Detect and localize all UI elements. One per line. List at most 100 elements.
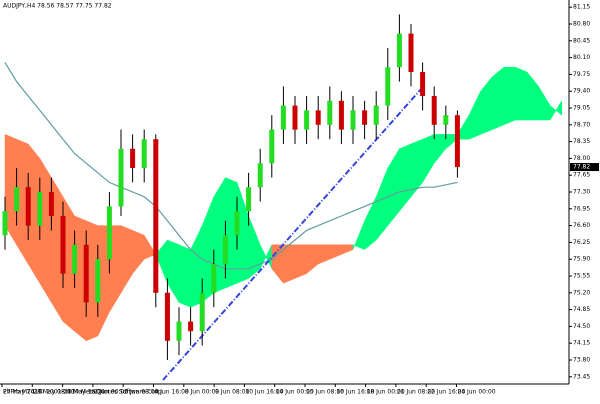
cloud-segment <box>549 99 563 121</box>
candle-body <box>350 110 356 130</box>
candle-body <box>72 244 78 274</box>
candle-body <box>396 33 402 68</box>
moving-average <box>4 62 458 270</box>
candle-body <box>315 110 321 125</box>
candle-body <box>37 192 43 226</box>
candle-body <box>292 105 298 130</box>
candle-body <box>431 96 437 125</box>
y-tick-label: 79.05 <box>573 105 590 112</box>
x-tick-label: 3 Jun 08:00 <box>124 389 158 396</box>
y-tick-label: 77.65 <box>573 172 590 179</box>
line-layer <box>4 62 458 270</box>
x-tick-label: 9 Jun 08:00 <box>215 389 249 396</box>
x-tick-label: 10 Jun 16:00 <box>245 389 283 396</box>
y-tick-label: 75.90 <box>573 256 590 263</box>
x-tick-label: 21 Jun 08:00 <box>397 389 435 396</box>
candle-layer <box>2 14 460 360</box>
y-tick-label: 78.35 <box>573 138 590 145</box>
x-tick-label: 18 Jun 00:00 <box>367 389 405 396</box>
y-tick-label: 77.30 <box>573 189 590 196</box>
cloud-segment <box>515 66 528 121</box>
y-tick-label: 73.80 <box>573 357 590 364</box>
candle-body <box>443 115 449 125</box>
copyright: PhPro MT4, © 2001-2010 MetaQuotes Softwa… <box>3 389 164 396</box>
cloud-segment <box>178 244 191 308</box>
y-tick-label: 78.70 <box>573 121 590 128</box>
candle-body <box>25 187 31 226</box>
candle-body <box>269 129 275 164</box>
y-tick-label: 73.45 <box>573 373 590 380</box>
y-tick-label: 76.60 <box>573 222 590 229</box>
candle-body <box>83 244 89 303</box>
x-tick-label: 24 Jun 00:00 <box>458 389 496 396</box>
candle-body <box>234 211 240 236</box>
candle-body <box>60 216 66 274</box>
y-tick-label: 74.15 <box>573 340 590 347</box>
candle-body <box>362 110 368 125</box>
x-tick-label: 2 Jun 00:00 <box>94 389 128 396</box>
candle-body <box>106 206 112 260</box>
candle-body <box>408 33 414 72</box>
candle-body <box>257 163 263 188</box>
x-tick-label: 22 Jun 16:00 <box>427 389 465 396</box>
y-tick-label: 76.95 <box>573 205 590 212</box>
candle-body <box>48 192 54 216</box>
x-tick-label: 31 May 16:00 <box>64 389 105 396</box>
trend-line <box>162 87 423 381</box>
cloud-segment <box>39 157 52 304</box>
candle-body <box>338 100 344 130</box>
candle-body <box>153 139 159 293</box>
candle-body <box>95 259 101 303</box>
y-tick-label: 80.45 <box>573 37 590 44</box>
y-tick-label: 76.25 <box>573 239 590 246</box>
candle-body <box>199 292 205 332</box>
candle-body <box>454 115 460 168</box>
candle-body <box>141 139 147 168</box>
candle-body <box>280 105 286 130</box>
candle-body <box>385 67 391 106</box>
y-tick-label: 75.55 <box>573 273 590 280</box>
cloud-segment <box>503 66 516 126</box>
candle-body <box>164 292 170 341</box>
x-tick-label: 28 May 08:00 <box>33 389 74 396</box>
last-price-box <box>570 163 599 172</box>
x-tick-label: 15 Jun 08:00 <box>306 389 344 396</box>
candle-body <box>420 72 426 96</box>
cloud-layer <box>4 66 563 342</box>
y-tick-label: 78.00 <box>573 155 590 162</box>
x-tick-label: 8 Jun 00:00 <box>185 389 219 396</box>
candle-body <box>211 264 217 293</box>
chart-title: AUDJPY,H4 78.56 78.57 77.75 77.82 <box>3 3 112 10</box>
candle-body <box>14 187 20 212</box>
y-tick-label: 80.10 <box>573 54 590 61</box>
candle-body <box>176 321 182 341</box>
cloud-segment <box>283 244 296 284</box>
last-price-label: 77.82 <box>573 164 590 171</box>
y-tick-label: 81.15 <box>573 4 590 11</box>
y-tick-label: 74.50 <box>573 323 590 330</box>
y-tick-label: 74.85 <box>573 306 590 313</box>
cloud-segment <box>491 66 505 130</box>
axis-layer: 81.15 80.80 80.45 80.10 79.75 79.40 79.05 78.70… <box>0 0 599 396</box>
x-tick-label: 14 Jun 00:00 <box>276 389 314 396</box>
y-tick-label: 79.75 <box>573 71 590 78</box>
candle-body <box>304 110 310 130</box>
cloud-segment <box>143 234 157 260</box>
candle-body <box>373 105 379 125</box>
y-tick-label: 79.40 <box>573 88 590 95</box>
y-tick-label: 75.20 <box>573 289 590 296</box>
candle-body <box>130 148 136 168</box>
candle-body <box>188 321 194 332</box>
candle-body <box>2 211 8 236</box>
x-tick-label: 16 Jun 16:00 <box>336 389 374 396</box>
x-tick-label: 4 Jun 16:00 <box>155 389 189 396</box>
candle-body <box>327 100 333 125</box>
x-tick-label: 27 May 2010 <box>3 389 42 396</box>
candle-body <box>246 187 252 212</box>
cloud-segment <box>294 244 307 279</box>
candle-body <box>222 235 228 264</box>
candle-body <box>118 148 124 207</box>
